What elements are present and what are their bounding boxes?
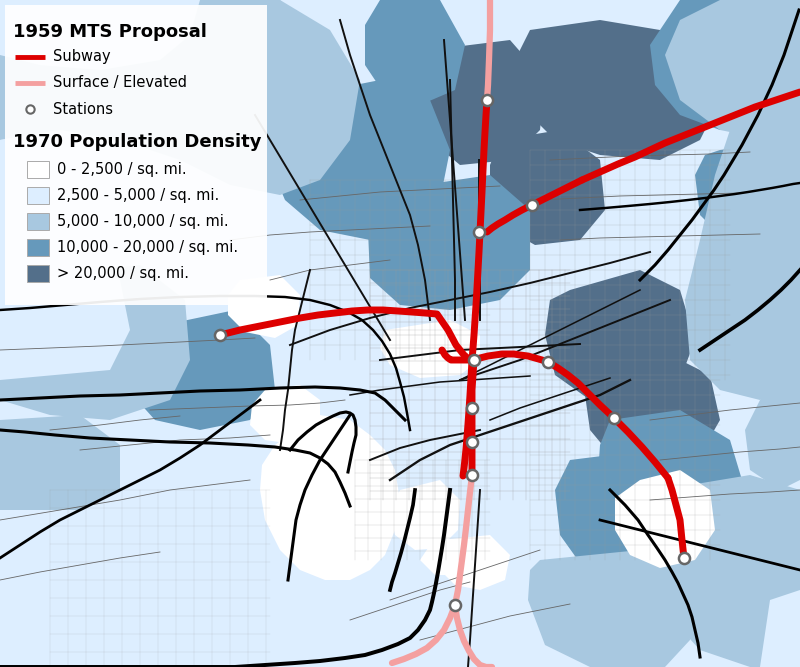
Polygon shape — [650, 0, 800, 130]
Polygon shape — [490, 130, 605, 245]
Polygon shape — [260, 415, 400, 580]
Polygon shape — [190, 0, 310, 100]
Polygon shape — [760, 590, 800, 667]
Polygon shape — [645, 475, 800, 640]
Text: > 20,000 / sq. mi.: > 20,000 / sq. mi. — [57, 266, 189, 281]
Text: 5,000 - 10,000 / sq. mi.: 5,000 - 10,000 / sq. mi. — [57, 214, 229, 229]
Polygon shape — [660, 525, 800, 667]
Text: 0 - 2,500 / sq. mi.: 0 - 2,500 / sq. mi. — [57, 162, 186, 177]
Polygon shape — [0, 415, 120, 510]
Text: Stations: Stations — [53, 101, 113, 117]
Bar — [27, 187, 49, 204]
Polygon shape — [380, 320, 480, 378]
Polygon shape — [0, 250, 130, 380]
Bar — [27, 265, 49, 282]
Polygon shape — [528, 550, 690, 667]
Polygon shape — [228, 275, 300, 338]
Polygon shape — [365, 0, 465, 105]
Polygon shape — [125, 310, 275, 430]
Bar — [27, 161, 49, 178]
Polygon shape — [585, 355, 720, 470]
Polygon shape — [420, 40, 545, 165]
Polygon shape — [250, 385, 320, 445]
Polygon shape — [368, 175, 530, 310]
Text: 1970 Population Density: 1970 Population Density — [13, 133, 262, 151]
Bar — [27, 213, 49, 230]
Text: Surface / Elevated: Surface / Elevated — [53, 75, 187, 91]
Polygon shape — [390, 480, 460, 550]
Polygon shape — [695, 140, 800, 255]
Polygon shape — [0, 0, 200, 70]
Text: Subway: Subway — [53, 49, 110, 65]
Polygon shape — [598, 410, 745, 550]
Polygon shape — [615, 470, 715, 568]
Polygon shape — [665, 0, 800, 140]
Polygon shape — [268, 80, 450, 240]
Text: 1959 MTS Proposal: 1959 MTS Proposal — [13, 23, 207, 41]
Polygon shape — [0, 590, 100, 667]
Bar — [27, 239, 49, 256]
Text: 2,500 - 5,000 / sq. mi.: 2,500 - 5,000 / sq. mi. — [57, 188, 219, 203]
Polygon shape — [0, 510, 90, 590]
Polygon shape — [0, 130, 105, 260]
Bar — [5, 5, 267, 305]
Polygon shape — [745, 380, 800, 490]
Polygon shape — [420, 540, 470, 575]
Text: 10,000 - 20,000 / sq. mi.: 10,000 - 20,000 / sq. mi. — [57, 240, 238, 255]
Polygon shape — [0, 0, 360, 195]
Polygon shape — [555, 450, 700, 585]
Polygon shape — [438, 535, 510, 590]
Polygon shape — [545, 270, 695, 400]
Polygon shape — [510, 20, 720, 160]
Polygon shape — [0, 265, 190, 420]
Polygon shape — [685, 120, 800, 400]
